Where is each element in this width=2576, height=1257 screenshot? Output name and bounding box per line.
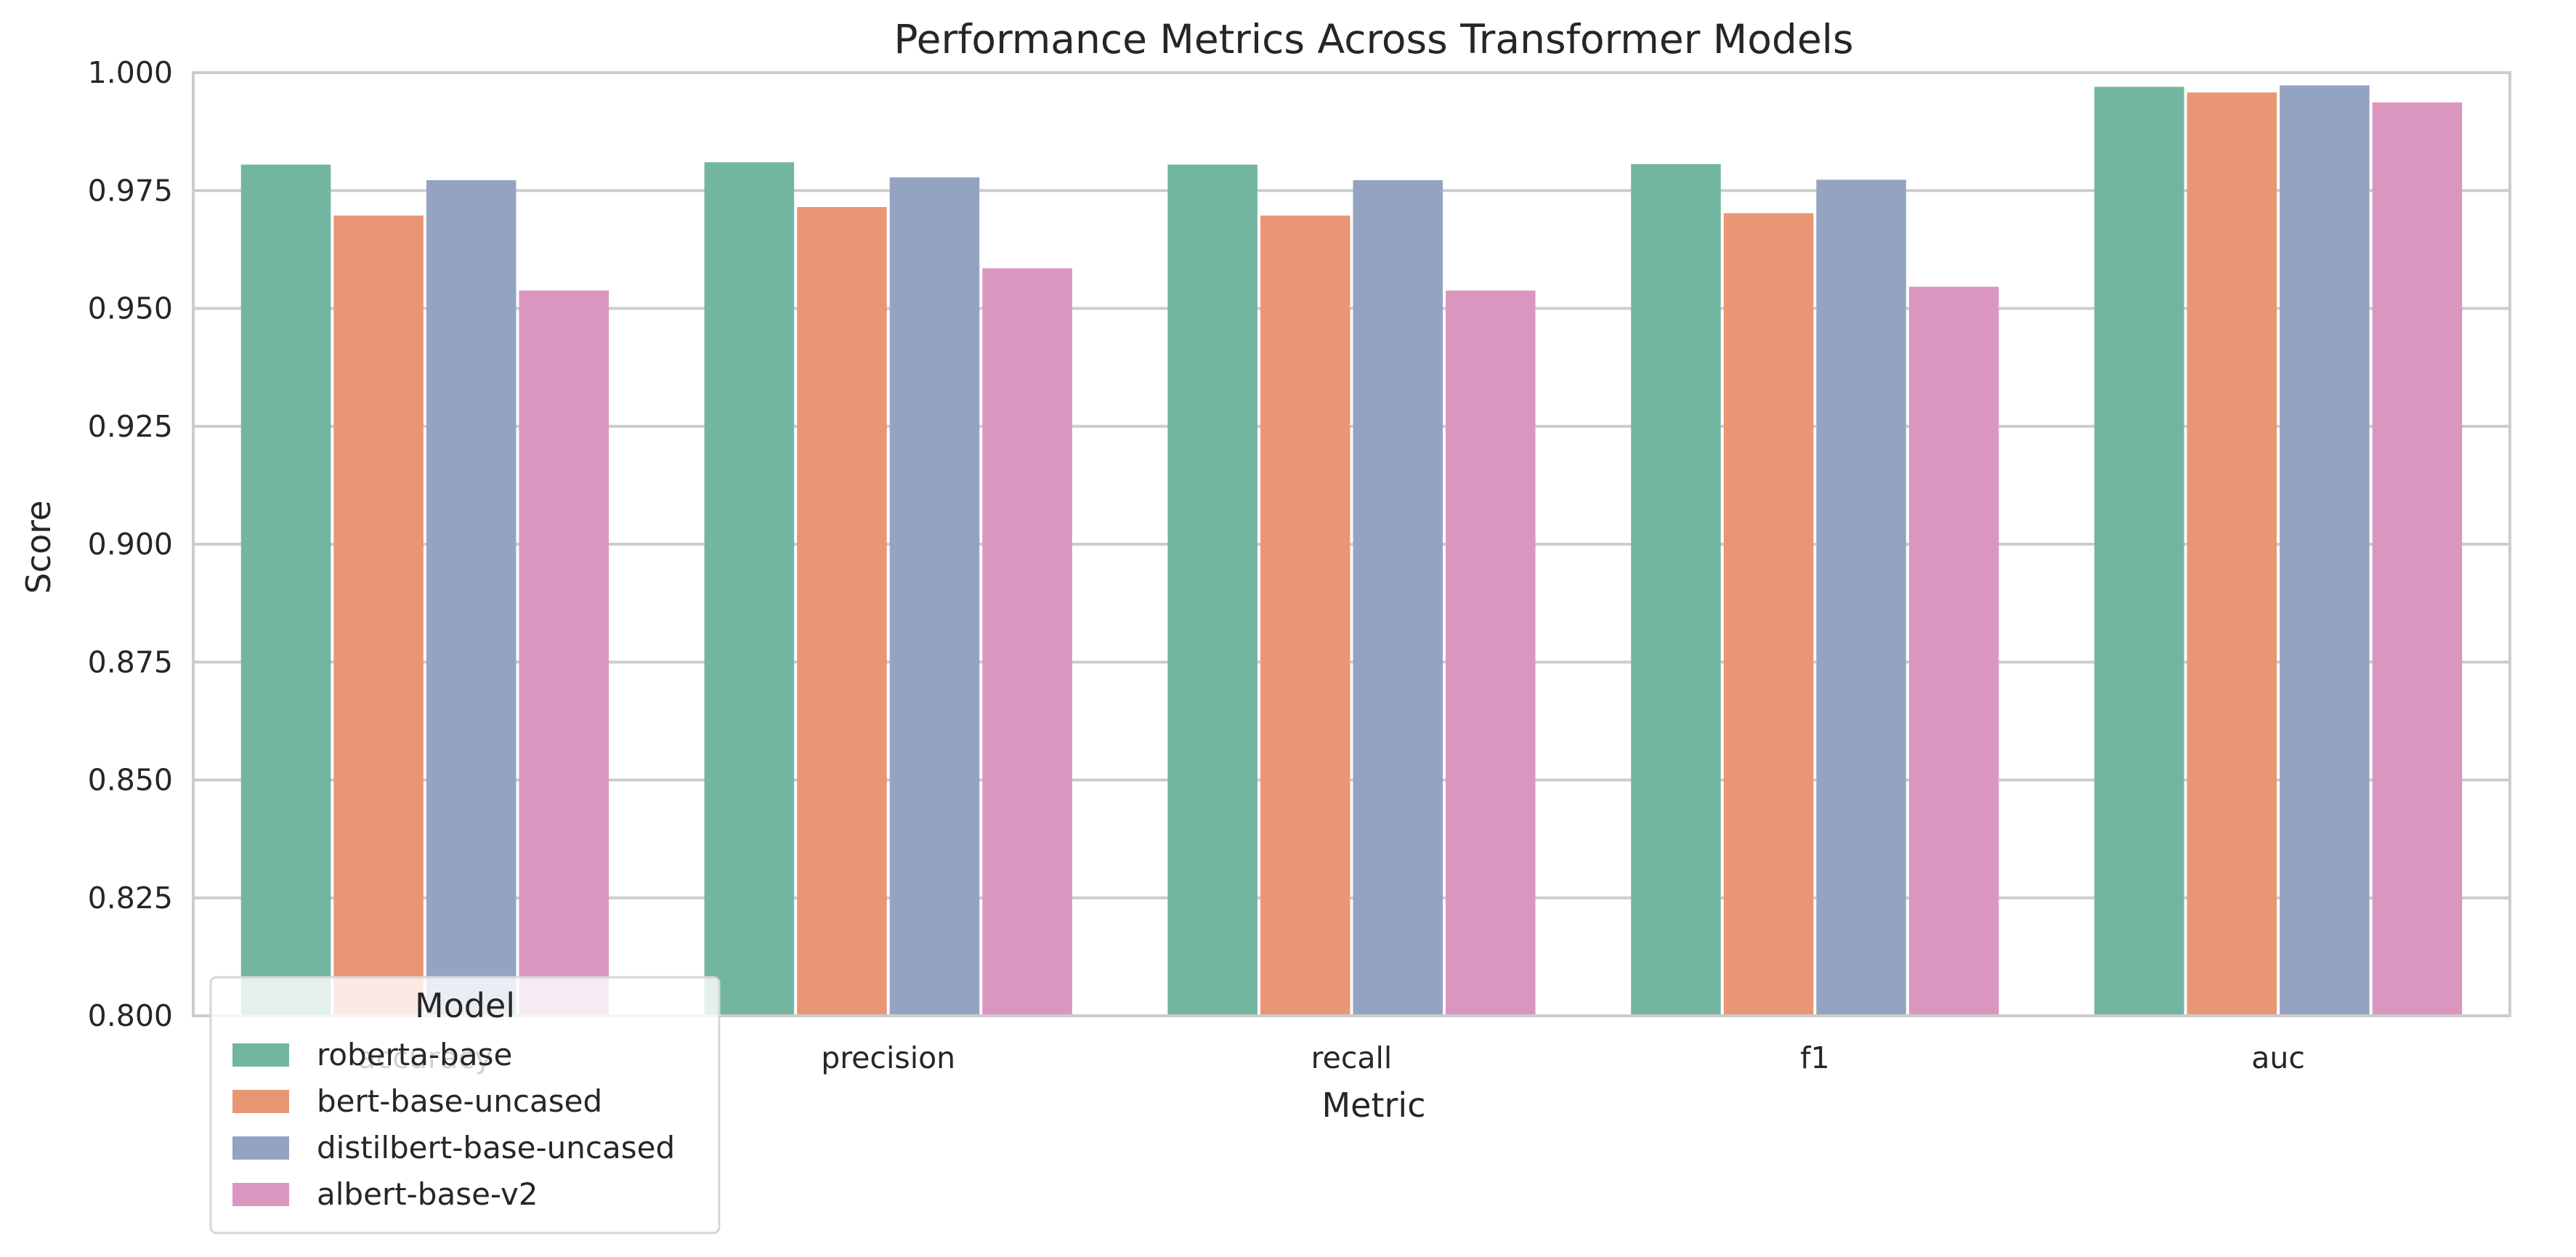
y-tick-label: 0.875 [88, 644, 173, 679]
bar [1353, 179, 1443, 1016]
legend-items: roberta-base bert-base-uncased distilbert-… [232, 1037, 675, 1212]
bar [1260, 215, 1350, 1016]
y-tick-labels: 0.800 0.825 0.850 0.875 0.900 0.925 0.950 0.975… [88, 55, 173, 1033]
bar [704, 162, 795, 1016]
y-tick-label: 0.900 [88, 527, 173, 562]
legend-label: roberta-base [317, 1037, 512, 1072]
legend-swatch [232, 1136, 289, 1160]
y-tick-label: 0.800 [88, 998, 173, 1033]
bar [1631, 163, 1721, 1016]
legend: Model roberta-base bert-base-uncased disti… [209, 976, 721, 1234]
bar [2187, 92, 2277, 1016]
bar [1816, 179, 1906, 1016]
bar [982, 268, 1072, 1016]
y-tick-label: 1.000 [88, 55, 173, 90]
y-axis-title: Score [19, 501, 58, 594]
bar [1446, 290, 1536, 1016]
y-tick-label: 0.950 [88, 291, 173, 326]
plot-frame [192, 71, 2511, 1017]
x-tick-label: precision [821, 1040, 955, 1075]
legend-label: bert-base-uncased [317, 1083, 602, 1119]
bar [519, 290, 609, 1016]
bars [240, 85, 2463, 1016]
bar [1167, 164, 1257, 1016]
legend-swatch [232, 1043, 289, 1067]
bar [797, 206, 887, 1016]
legend-box [209, 976, 721, 1234]
legend-label: distilbert-base-uncased [317, 1130, 675, 1165]
bar [1723, 213, 1814, 1016]
bar [889, 177, 980, 1016]
bar [426, 179, 517, 1016]
legend-swatch [232, 1090, 289, 1113]
bar [2094, 86, 2184, 1016]
y-tick-label: 0.975 [88, 173, 173, 208]
legend-title: Model [415, 986, 515, 1025]
bar [2372, 102, 2463, 1016]
chart-title: Performance Metrics Across Transformer M… [894, 16, 1853, 62]
x-axis-title: Metric [1321, 1086, 1425, 1125]
x-tick-label: auc [2251, 1040, 2305, 1075]
y-tick-label: 0.825 [88, 881, 173, 916]
y-tick-label: 0.850 [88, 763, 173, 798]
legend-label: albert-base-v2 [317, 1176, 538, 1212]
bar [2280, 85, 2370, 1016]
bar [240, 164, 331, 1016]
y-tick-label: 0.925 [88, 409, 173, 444]
bar [333, 215, 424, 1016]
x-tick-label: recall [1311, 1040, 1393, 1075]
x-tick-label: f1 [1800, 1040, 1830, 1075]
bar [1908, 286, 1999, 1016]
legend-swatch [232, 1183, 289, 1206]
